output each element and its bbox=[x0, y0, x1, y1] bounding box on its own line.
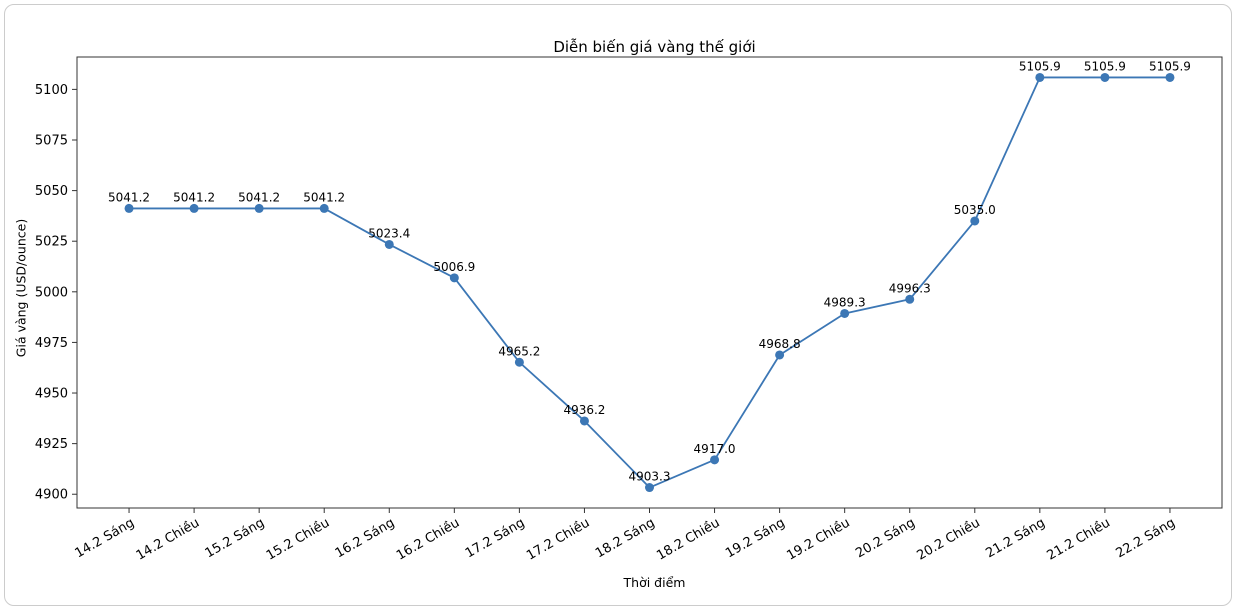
data-point-label: 4903.3 bbox=[629, 470, 671, 484]
x-tick-label: 16.2 Chiều bbox=[394, 515, 462, 563]
data-point-marker bbox=[1100, 72, 1110, 82]
y-tick-label: 5050 bbox=[35, 184, 68, 199]
y-tick-label: 5000 bbox=[35, 285, 68, 300]
y-tick-label: 5075 bbox=[35, 133, 68, 148]
data-point-marker bbox=[514, 357, 524, 367]
x-tick-label: 21.2 Sáng bbox=[983, 515, 1047, 561]
data-point-marker bbox=[319, 203, 329, 213]
data-point-label: 4989.3 bbox=[824, 295, 866, 309]
data-point-label: 5023.4 bbox=[368, 226, 410, 240]
data-point-marker bbox=[905, 294, 915, 304]
data-point-marker bbox=[840, 308, 850, 318]
y-tick-label: 4975 bbox=[35, 336, 68, 351]
price-line-series bbox=[128, 76, 1171, 489]
data-point-label: 5041.2 bbox=[173, 190, 215, 204]
data-point-label: 5041.2 bbox=[303, 190, 345, 204]
data-point-label: 4968.8 bbox=[759, 337, 801, 351]
y-tick-label: 5100 bbox=[35, 83, 68, 98]
y-tick-label: 4925 bbox=[35, 437, 68, 452]
x-tick-label: 14.2 Sáng bbox=[73, 515, 137, 561]
x-tick-label: 22.2 Sáng bbox=[1113, 515, 1177, 561]
data-point-marker bbox=[1165, 72, 1175, 82]
data-point-label: 5035.0 bbox=[954, 203, 996, 217]
data-point-marker bbox=[579, 416, 589, 426]
data-point-marker bbox=[254, 203, 264, 213]
data-point-marker bbox=[449, 273, 459, 283]
x-tick-label: 14.2 Chiều bbox=[134, 515, 202, 563]
y-tick-label: 4900 bbox=[35, 488, 68, 503]
x-tick-label: 17.2 Chiều bbox=[524, 515, 592, 563]
data-point-marker bbox=[710, 455, 720, 465]
data-point-label: 5105.9 bbox=[1149, 59, 1191, 73]
x-tick-label: 20.2 Sáng bbox=[853, 515, 917, 561]
data-point-marker bbox=[1035, 72, 1045, 82]
x-tick-label: 18.2 Sáng bbox=[593, 515, 657, 561]
x-axis-label: Thời điểm bbox=[623, 575, 686, 590]
x-tick-label: 15.2 Sáng bbox=[203, 515, 267, 561]
data-point-label: 4917.0 bbox=[694, 442, 736, 456]
y-tick-label: 4950 bbox=[35, 387, 68, 402]
x-tick-label: 16.2 Sáng bbox=[333, 515, 397, 561]
x-tick-label: 19.2 Sáng bbox=[723, 515, 787, 561]
data-point-label: 5006.9 bbox=[433, 260, 475, 274]
data-point-label: 5105.9 bbox=[1084, 59, 1126, 73]
x-tick-label: 20.2 Chiều bbox=[914, 515, 982, 563]
data-point-label: 4936.2 bbox=[563, 403, 605, 417]
x-tick-label: 15.2 Chiều bbox=[264, 515, 332, 563]
y-tick-label: 5025 bbox=[35, 235, 68, 250]
x-tick-label: 18.2 Chiều bbox=[654, 515, 722, 563]
chart-title: Diễn biến giá vàng thế giới bbox=[553, 38, 756, 56]
data-point-label: 4965.2 bbox=[498, 344, 540, 358]
x-tick-label: 17.2 Sáng bbox=[463, 515, 527, 561]
data-point-marker bbox=[775, 350, 785, 360]
plot-area-box bbox=[76, 56, 1223, 509]
data-point-marker bbox=[189, 203, 199, 213]
data-point-label: 5105.9 bbox=[1019, 59, 1061, 73]
x-tick-label: 19.2 Chiều bbox=[784, 515, 852, 563]
data-point-label: 5041.2 bbox=[108, 190, 150, 204]
data-point-label: 4996.3 bbox=[889, 281, 931, 295]
data-point-marker bbox=[970, 216, 980, 226]
x-tick-label: 21.2 Chiều bbox=[1045, 515, 1113, 563]
data-point-marker bbox=[124, 203, 134, 213]
data-point-label: 5041.2 bbox=[238, 190, 280, 204]
data-point-marker bbox=[645, 483, 654, 493]
data-point-marker bbox=[384, 239, 394, 249]
